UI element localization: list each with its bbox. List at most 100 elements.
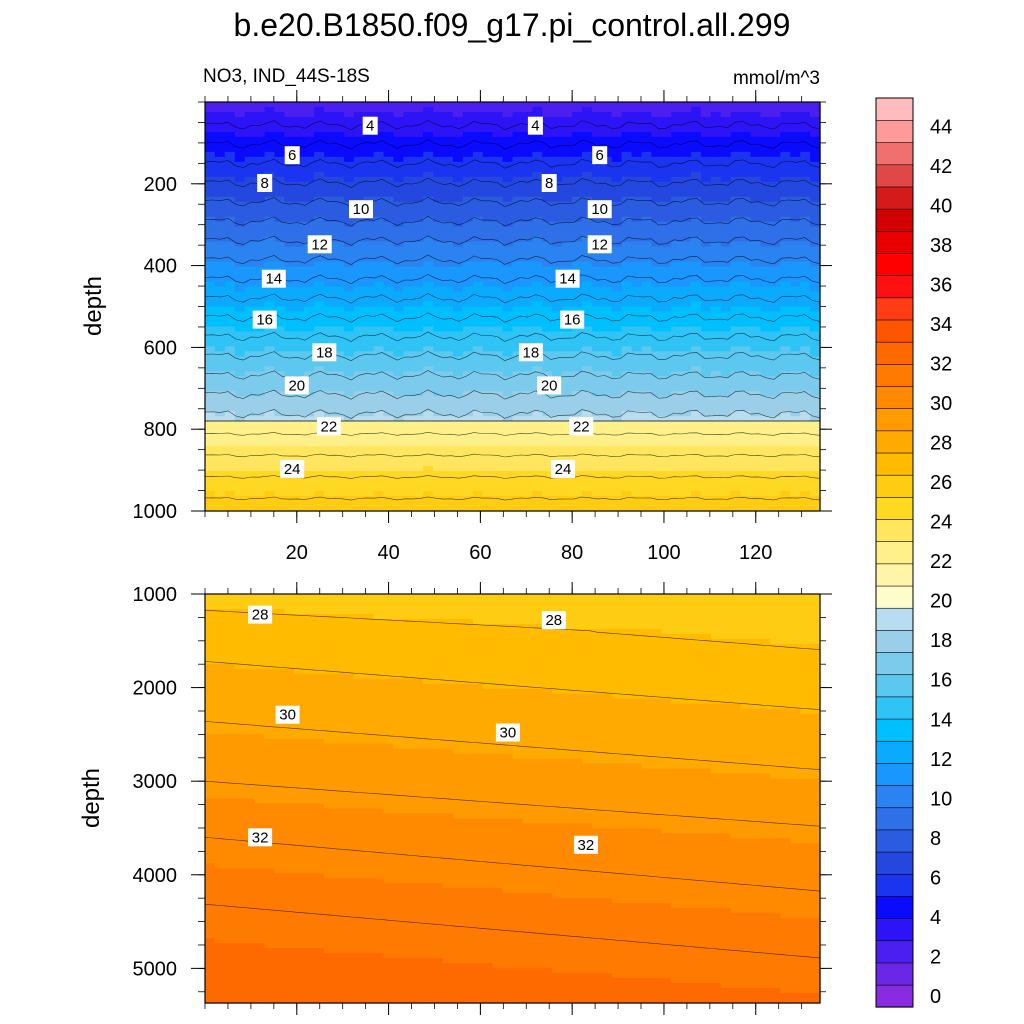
upper-cell	[780, 141, 791, 148]
upper-cell	[810, 381, 821, 387]
upper-cell	[304, 476, 315, 482]
upper-cell	[641, 226, 652, 233]
upper-cell	[373, 501, 385, 507]
upper-cell	[522, 236, 533, 243]
upper-cell	[740, 366, 752, 372]
upper-cell	[234, 151, 246, 158]
upper-cell	[671, 196, 682, 203]
upper-cell	[790, 456, 801, 462]
upper-cell	[790, 431, 801, 437]
upper-cell	[284, 106, 295, 113]
upper-cell	[214, 251, 226, 258]
upper-cell	[482, 171, 494, 178]
upper-cell	[423, 196, 434, 203]
upper-cell	[383, 301, 395, 308]
upper-cell	[353, 311, 365, 318]
upper-cell	[502, 296, 514, 303]
upper-cell	[512, 371, 524, 377]
upper-cell	[621, 406, 633, 412]
upper-cell	[413, 441, 424, 447]
upper-cell	[433, 306, 444, 313]
upper-cell	[810, 436, 821, 442]
upper-cell	[383, 341, 395, 347]
upper-cell	[433, 466, 444, 472]
upper-cell	[810, 231, 821, 238]
upper-cell	[363, 311, 375, 318]
upper-cell	[740, 416, 752, 422]
upper-cell	[393, 126, 404, 133]
upper-cell	[413, 341, 424, 347]
upper-cell	[452, 241, 464, 248]
upper-cell	[214, 476, 226, 482]
upper-cell	[572, 131, 583, 138]
upper-cell	[641, 111, 652, 118]
upper-cell	[264, 481, 276, 487]
upper-cell	[373, 476, 385, 482]
upper-cell	[234, 171, 246, 178]
upper-cell	[760, 231, 771, 238]
upper-cell	[403, 461, 414, 467]
upper-cell	[730, 266, 742, 273]
upper-cell	[780, 426, 791, 432]
upper-cell	[512, 356, 524, 362]
upper-cell	[740, 291, 752, 298]
upper-cell	[750, 486, 762, 492]
upper-cell	[542, 271, 553, 278]
upper-cell	[472, 406, 484, 412]
upper-cell	[314, 102, 325, 108]
upper-cell	[532, 171, 543, 178]
upper-cell	[264, 246, 276, 253]
upper-cell	[452, 411, 464, 417]
upper-cell	[482, 276, 494, 283]
upper-cell	[353, 366, 365, 372]
upper-cell	[522, 306, 533, 313]
upper-cell	[720, 121, 732, 128]
upper-cell	[443, 326, 454, 333]
upper-cell	[413, 141, 424, 148]
upper-cell	[264, 491, 276, 497]
upper-cell	[730, 341, 742, 347]
upper-cell	[532, 371, 543, 377]
upper-cell	[462, 266, 474, 273]
upper-cell	[423, 161, 434, 168]
upper-cell	[631, 341, 643, 347]
upper-cell	[403, 241, 414, 248]
upper-cell	[641, 296, 652, 303]
upper-cell	[740, 166, 752, 173]
upper-cell	[393, 361, 404, 367]
upper-cell	[532, 161, 543, 168]
upper-cell	[562, 296, 573, 303]
upper-cell	[720, 416, 732, 422]
upper-cell	[284, 211, 295, 218]
upper-cell	[512, 181, 524, 188]
upper-cell	[631, 471, 643, 477]
upper-cell	[353, 156, 365, 163]
upper-cell	[572, 446, 583, 452]
upper-cell	[720, 471, 732, 477]
upper-cell	[750, 271, 762, 278]
upper-cell	[214, 261, 226, 268]
upper-cell	[383, 416, 395, 422]
upper-cell	[760, 326, 771, 333]
upper-cell	[800, 361, 811, 367]
upper-cell	[780, 211, 791, 218]
upper-cell	[423, 211, 434, 218]
upper-cell	[205, 301, 216, 308]
upper-cell	[750, 451, 762, 457]
upper-cell	[443, 102, 454, 108]
upper-cell	[264, 102, 276, 108]
upper-cell	[810, 281, 821, 288]
upper-cell	[641, 441, 652, 447]
upper-cell	[343, 366, 355, 372]
upper-cell	[522, 421, 533, 427]
upper-cell	[264, 211, 276, 218]
upper-cell	[780, 491, 791, 497]
upper-cell	[324, 366, 335, 372]
upper-cell	[671, 211, 682, 218]
upper-cell	[383, 136, 395, 143]
upper-cell	[373, 366, 385, 372]
upper-cell	[562, 361, 573, 367]
upper-cell	[492, 416, 504, 422]
upper-cell	[681, 361, 692, 367]
upper-cell	[224, 361, 236, 367]
